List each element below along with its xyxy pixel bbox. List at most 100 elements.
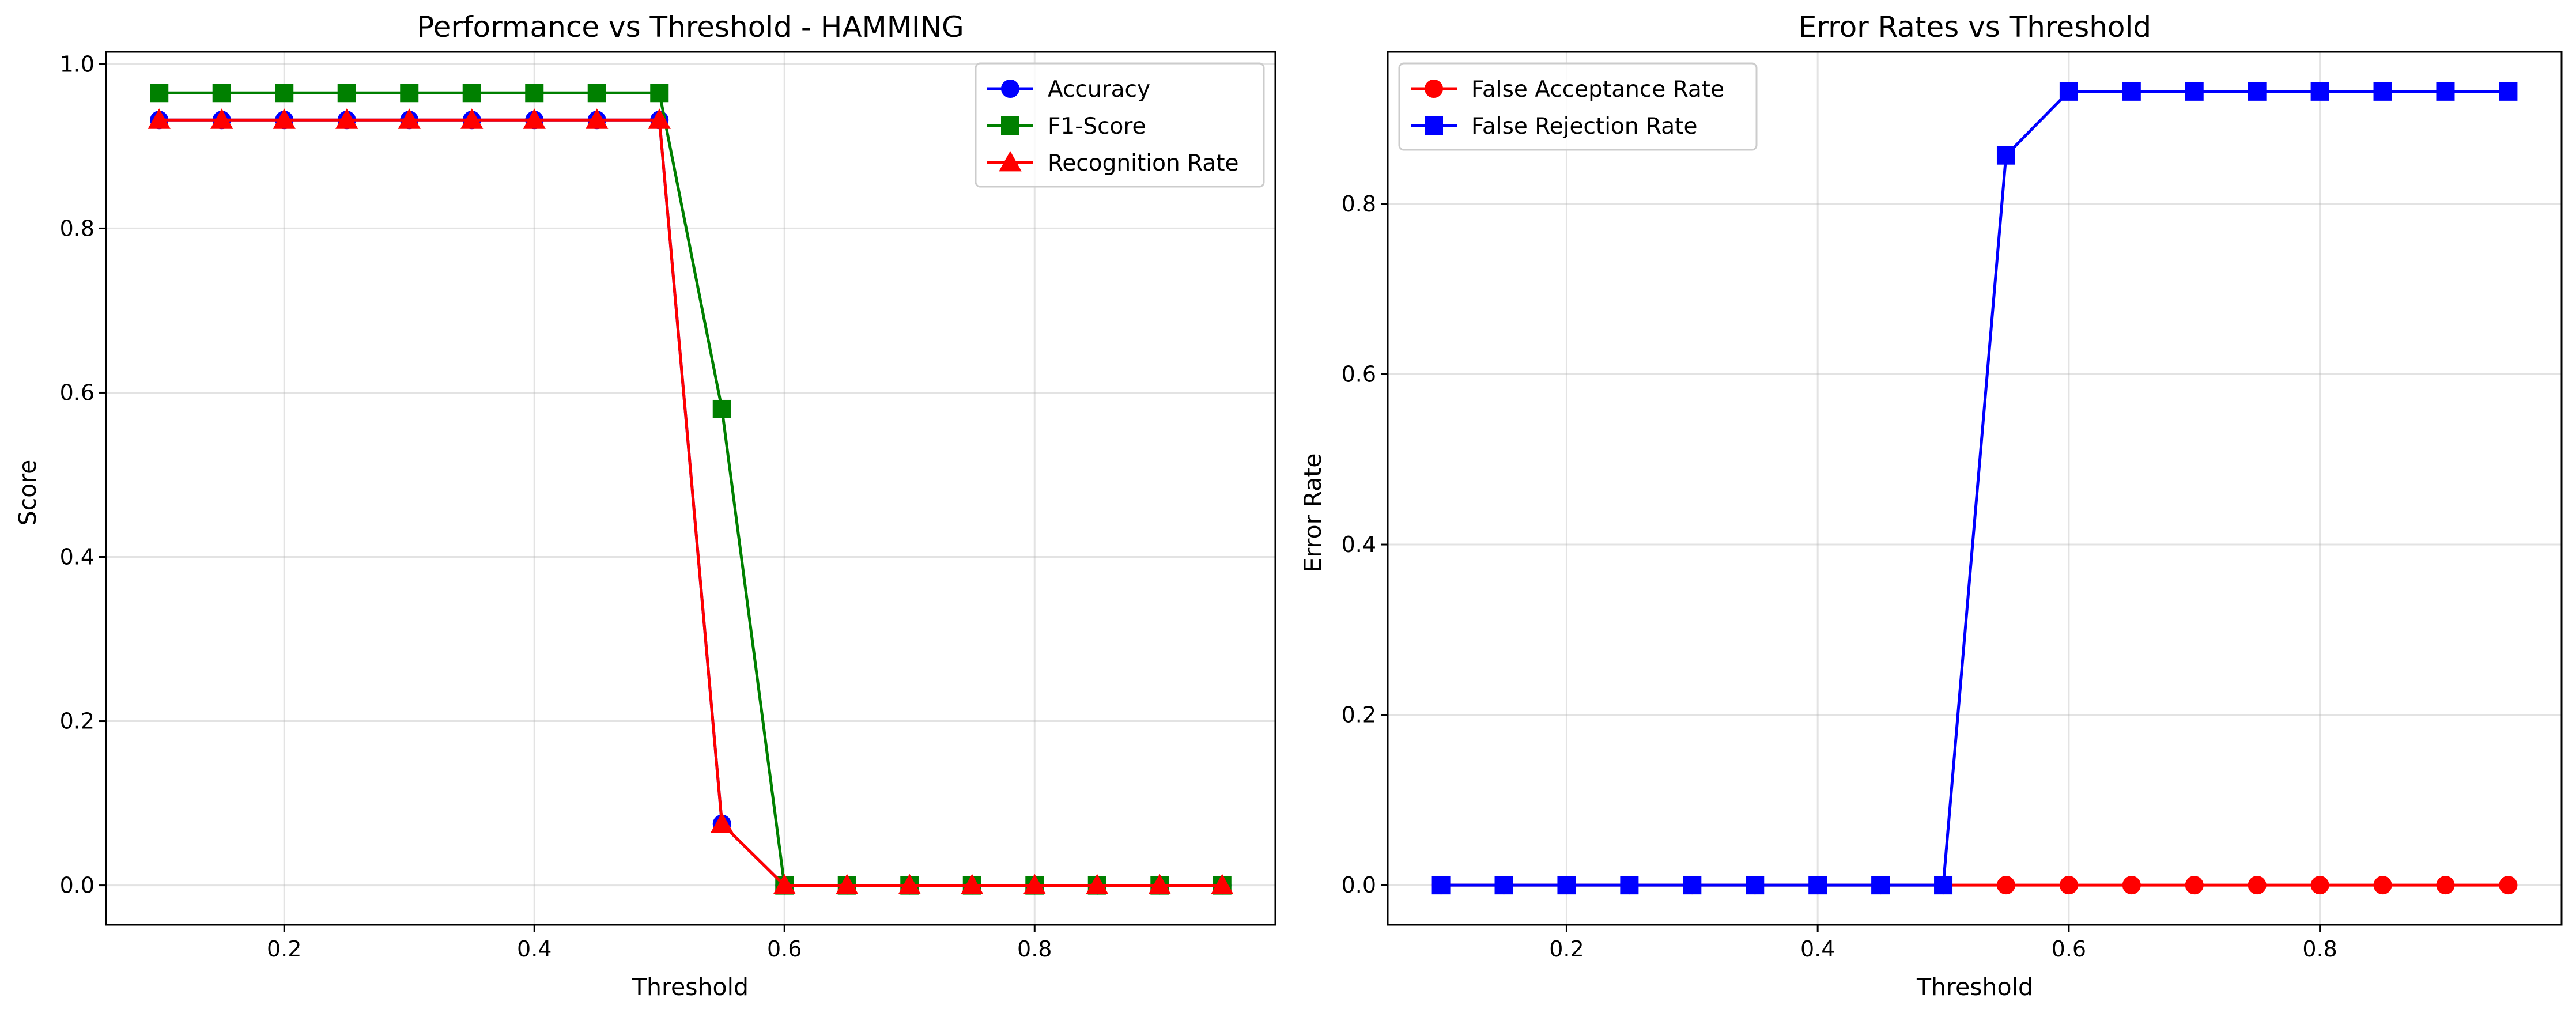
performance-series-f1-score-point xyxy=(400,84,419,103)
error-rates-series-false-rejection-rate xyxy=(1431,82,2518,895)
error-rates-x-tick-label: 0.4 xyxy=(1800,936,1835,962)
performance-series-recognition-rate-point xyxy=(523,108,546,129)
performance-y-tick-label: 0.0 xyxy=(60,873,95,898)
error-rates-series-false-rejection-rate-point xyxy=(1996,146,2015,165)
error-rates-x-axis-label: Threshold xyxy=(1916,973,2033,1001)
performance-series-f1-score-point xyxy=(587,84,606,103)
error-rates-legend-item-false-rejection-rate-label: False Rejection Rate xyxy=(1471,114,1697,139)
performance-series-recognition-rate-point xyxy=(836,874,859,894)
error-rates-y-tick-label: 0.6 xyxy=(1342,361,1376,387)
error-rates-series-false-rejection-rate-point xyxy=(1494,876,1513,895)
error-rates-series-false-rejection-rate-point xyxy=(1808,876,1827,895)
error-rates-series-false-rejection-rate-point xyxy=(2059,82,2078,101)
performance-series-f1-score-point xyxy=(525,84,544,103)
performance-series-recognition-rate-point xyxy=(961,874,984,894)
error-rates-series-false-rejection-rate-point xyxy=(1557,876,1576,895)
error-rates-legend-item-false-rejection-rate-point xyxy=(1425,116,1443,135)
performance-x-tick-label: 0.8 xyxy=(1017,936,1052,962)
error-rates-series-false-acceptance-rate-point xyxy=(2436,876,2455,895)
performance-series-f1-score-point xyxy=(337,84,356,103)
error-rates-series-false-acceptance-rate-point xyxy=(2499,876,2518,895)
performance-series-f1-score-point xyxy=(462,84,481,103)
error-rates-axes-frame xyxy=(1387,51,2563,926)
error-rates-series-false-acceptance-rate-point xyxy=(2310,876,2329,895)
performance-legend-item-f1-score: F1-Score xyxy=(987,114,1146,139)
performance-y-tick-label: 0.6 xyxy=(60,380,95,405)
performance-legend-box xyxy=(975,62,1265,188)
performance-series-f1-score-point xyxy=(212,84,231,103)
performance-legend-item-accuracy: Accuracy xyxy=(987,77,1150,103)
error-rates-series-false-acceptance-rate-point xyxy=(2122,876,2141,895)
performance-series-f1-score-point xyxy=(712,399,731,418)
error-rates-chart: 0.2 0.4 0.6 0.8 0.0 0.2 0.4 0.6 0.8 False Accepta… xyxy=(1299,10,2563,1001)
error-rates-x-tick-label: 0.2 xyxy=(1549,936,1584,962)
performance-series-recognition-rate xyxy=(148,108,1234,894)
error-rates-x-tick-label: 0.6 xyxy=(2052,936,2086,962)
performance-y-tick-label: 0.8 xyxy=(60,216,95,241)
performance-series-recognition-rate-line xyxy=(159,118,1222,887)
performance-series-f1-score-point xyxy=(150,84,169,103)
performance-chart: 0.2 0.4 0.6 0.8 0.0 0.2 0.4 0.6 0.8 1.0 Accuracy F1… xyxy=(14,10,1276,1001)
error-rates-legend: False Acceptance Rate False Rejection Rat… xyxy=(1398,62,1758,151)
error-rates-series-false-rejection-rate-point xyxy=(1683,876,1702,895)
performance-series-recognition-rate-point xyxy=(773,874,796,894)
performance-legend: Accuracy F1-Score Recognition Rate xyxy=(975,62,1265,188)
performance-series-recognition-rate-point xyxy=(648,108,671,129)
error-rates-series-false-acceptance-rate-point xyxy=(1996,876,2015,895)
error-rates-series-false-acceptance-rate-point xyxy=(2248,876,2267,895)
error-rates-series-false-rejection-rate-point xyxy=(2185,82,2204,101)
performance-legend-item-f1-score-label: F1-Score xyxy=(1048,114,1146,139)
performance-series-recognition-rate-point xyxy=(210,108,233,129)
error-rates-legend-item-false-rejection-rate: False Rejection Rate xyxy=(1411,114,1697,139)
performance-series-recognition-rate-point xyxy=(1086,874,1109,894)
performance-axes-frame xyxy=(105,51,1276,926)
performance-y-axis-label: Score xyxy=(14,460,41,526)
performance-series-recognition-rate-point xyxy=(898,874,921,894)
error-rates-series-false-rejection-rate-point xyxy=(2248,82,2267,101)
error-rates-y-tick-label: 0.8 xyxy=(1342,191,1376,217)
error-rates-series-false-acceptance-rate-point xyxy=(2185,876,2204,895)
performance-legend-item-accuracy-point xyxy=(1001,80,1019,98)
performance-series-f1-score-point xyxy=(275,84,294,103)
error-rates-series-false-rejection-rate-point xyxy=(1871,876,1890,895)
performance-x-tick-label: 0.2 xyxy=(267,936,301,962)
error-rates-series-false-rejection-rate-point xyxy=(1620,876,1639,895)
error-rates-series-false-rejection-rate-point xyxy=(1746,876,1765,895)
error-rates-series-false-acceptance-rate-point xyxy=(2373,876,2392,895)
performance-y-tick-label: 1.0 xyxy=(60,51,95,77)
error-rates-chart-title: Error Rates vs Threshold xyxy=(1799,10,2151,44)
performance-legend-item-recognition-rate-point xyxy=(999,150,1022,172)
error-rates-y-tick-label: 0.2 xyxy=(1342,702,1376,728)
error-rates-series-false-rejection-rate-point xyxy=(1934,876,1953,895)
performance-x-tick-label: 0.4 xyxy=(517,936,552,962)
error-rates-y-tick-label: 0.4 xyxy=(1342,532,1376,557)
performance-plot-area: 0.2 0.4 0.6 0.8 0.0 0.2 0.4 0.6 0.8 1.0 Accuracy F1… xyxy=(60,51,1276,962)
error-rates-legend-box xyxy=(1398,62,1758,151)
performance-series-recognition-rate-point xyxy=(1211,874,1234,894)
performance-legend-item-f1-score-point xyxy=(1001,116,1019,135)
performance-series-recognition-rate-point xyxy=(273,108,296,129)
error-rates-series-false-rejection-rate-line xyxy=(1441,90,2509,887)
performance-y-tick-label: 0.2 xyxy=(60,709,95,734)
error-rates-series-false-rejection-rate-point xyxy=(2373,82,2392,101)
performance-series-recognition-rate-point xyxy=(1023,874,1046,894)
error-rates-y-tick-label: 0.0 xyxy=(1342,872,1376,898)
error-rates-series-false-rejection-rate-point xyxy=(2122,82,2141,101)
error-rates-series-false-acceptance-rate-point xyxy=(2059,876,2078,895)
error-rates-series-false-rejection-rate-point xyxy=(2310,82,2329,101)
performance-series-recognition-rate-point xyxy=(398,108,421,129)
error-rates-series-false-rejection-rate-point xyxy=(2499,82,2518,101)
performance-legend-item-accuracy-label: Accuracy xyxy=(1048,77,1150,103)
performance-legend-item-recognition-rate-label: Recognition Rate xyxy=(1048,150,1238,176)
error-rates-series-false-rejection-rate-point xyxy=(1431,876,1451,895)
performance-x-axis-label: Threshold xyxy=(632,973,749,1001)
performance-series-recognition-rate-point xyxy=(148,108,171,129)
performance-x-tick-label: 0.6 xyxy=(767,936,802,962)
error-rates-legend-item-false-acceptance-rate-label: False Acceptance Rate xyxy=(1471,77,1724,103)
performance-legend-item-recognition-rate: Recognition Rate xyxy=(987,150,1238,176)
performance-series-recognition-rate-point xyxy=(1148,874,1171,894)
error-rates-legend-item-false-acceptance-rate: False Acceptance Rate xyxy=(1411,77,1724,103)
performance-series-recognition-rate-point xyxy=(335,108,358,129)
